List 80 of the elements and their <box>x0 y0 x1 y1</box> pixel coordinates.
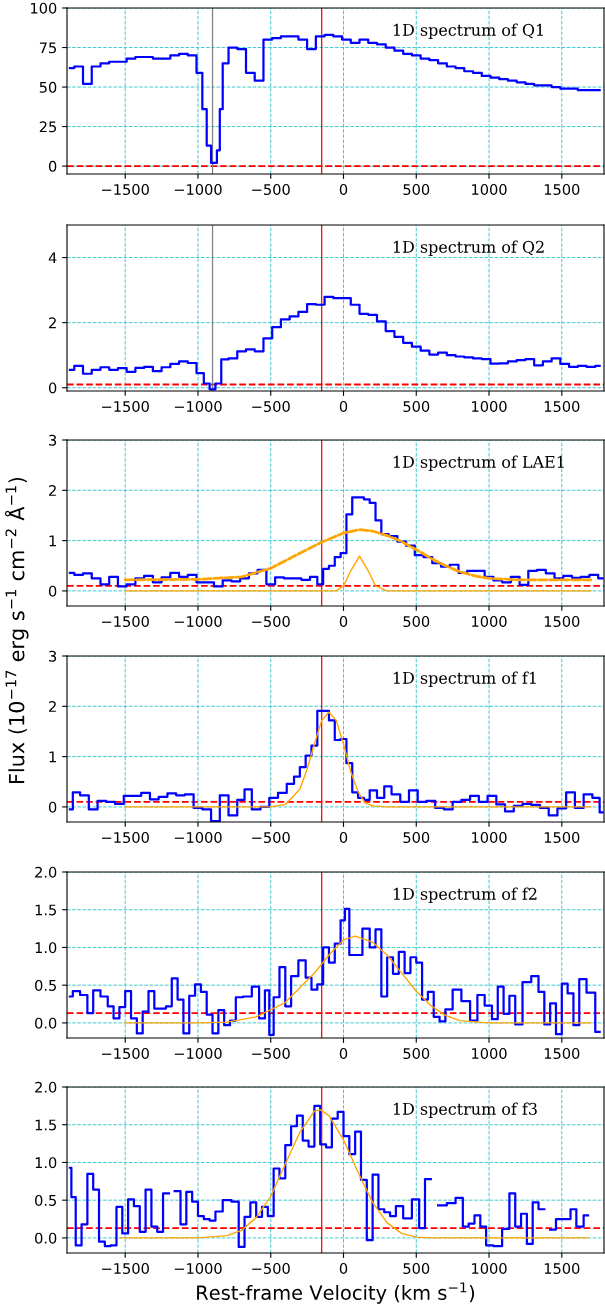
y-tick-label: 2 <box>49 317 56 329</box>
x-tick-label: −500 <box>252 1262 290 1275</box>
y-tick-label: 3 <box>49 650 57 662</box>
y-tick-label: 50 <box>39 81 57 93</box>
x-tick-label: −1000 <box>174 400 222 413</box>
x-tick-label: −1500 <box>102 183 149 196</box>
y-tick-label: 0 <box>48 382 57 394</box>
text: 1D spectrum of Q2 <box>393 240 544 256</box>
line-series <box>124 555 592 592</box>
y-tick-label: 1 <box>49 535 56 547</box>
x-tick-label: −500 <box>252 183 290 196</box>
y-tick-label: 0.5 <box>35 979 56 991</box>
y-tick-label: 1.0 <box>35 942 57 954</box>
x-tick-label: 500 <box>403 1262 430 1275</box>
text: Flux (10$^{−17}$ erg s$^{−1}$ cm$^{−2}$ Å$^{−1}$) <box>4 477 29 784</box>
x-tick-label: −500 <box>252 1047 290 1060</box>
x-tick-label: 1500 <box>544 183 580 196</box>
x-tick-label: −1500 <box>102 400 149 413</box>
x-tick-label: 1500 <box>544 831 580 844</box>
y-tick-label: 0 <box>48 801 57 813</box>
x-tick-label: 1000 <box>472 831 507 844</box>
x-tick-label: −1000 <box>174 1262 222 1275</box>
x-tick-label: 1500 <box>544 615 580 628</box>
x-tick-label: 500 <box>403 831 430 844</box>
x-tick-label: 0 <box>339 400 348 413</box>
x-tick-label: −1500 <box>102 615 149 628</box>
y-tick-label: 1.5 <box>35 904 56 916</box>
x-tick-label: 1000 <box>472 1262 507 1275</box>
x-tick-label: 1500 <box>544 1262 580 1275</box>
y-tick-label: 0.5 <box>35 1194 56 1206</box>
text: 1D spectrum of f1 <box>393 671 536 687</box>
x-axis-title: Rest-frame Velocity (km s$^{−1}$) <box>197 1282 475 1304</box>
x-tick-label: 1000 <box>472 1047 507 1060</box>
line-series <box>124 935 592 1024</box>
y-tick-label: 2 <box>49 485 56 496</box>
y-tick-label: 75 <box>39 42 56 54</box>
x-tick-label: −1500 <box>102 831 149 844</box>
y-tick-label: 25 <box>39 121 56 133</box>
text: 1D spectrum of LAE1 <box>393 455 564 471</box>
y-tick-label: 0 <box>48 585 57 597</box>
y-tick-label: 4 <box>48 252 57 264</box>
x-tick-label: 0 <box>339 1047 348 1060</box>
y-tick-label: 100 <box>31 2 57 14</box>
x-tick-label: −1000 <box>174 615 222 628</box>
x-tick-label: 1000 <box>472 400 507 413</box>
x-tick-label: −1000 <box>174 831 222 844</box>
x-tick-label: 500 <box>403 1047 430 1060</box>
text: 1D spectrum of Q1 <box>393 23 543 39</box>
line-series <box>123 528 593 582</box>
x-tick-label: 0 <box>339 615 348 628</box>
x-tick-label: −1000 <box>174 1047 222 1060</box>
text: 1D spectrum of f3 <box>393 1102 537 1118</box>
y-tick-label: 2 <box>49 701 56 712</box>
line-series <box>124 711 592 808</box>
x-tick-label: −1500 <box>102 1047 149 1060</box>
x-tick-label: −1500 <box>102 1262 149 1275</box>
y-tick-label: 1 <box>49 751 56 763</box>
y-tick-label: 3 <box>49 434 57 446</box>
x-tick-label: 500 <box>403 615 430 628</box>
y-tick-label: 0.0 <box>35 1017 57 1029</box>
text: 1D spectrum of f2 <box>393 887 537 903</box>
x-tick-label: 0 <box>339 1262 348 1275</box>
x-tick-label: 500 <box>403 400 430 413</box>
x-tick-label: 1000 <box>472 615 507 628</box>
x-tick-label: 0 <box>339 831 348 844</box>
y-tick-label: 2.0 <box>35 1081 57 1093</box>
y-tick-label: 0.0 <box>35 1232 57 1244</box>
y-tick-label: 2.0 <box>35 866 57 878</box>
x-tick-label: −500 <box>252 400 290 413</box>
x-tick-label: −1000 <box>174 183 222 196</box>
x-tick-label: −500 <box>252 831 290 844</box>
x-tick-label: 0 <box>339 183 348 196</box>
x-tick-label: −500 <box>252 615 290 628</box>
x-tick-label: 1500 <box>544 1047 580 1060</box>
y-tick-label: 1.0 <box>35 1157 57 1169</box>
x-tick-label: 1000 <box>472 183 507 196</box>
y-tick-label: 1.5 <box>35 1119 56 1131</box>
y-tick-label: 0 <box>48 160 57 172</box>
x-tick-label: 500 <box>403 183 430 196</box>
x-tick-label: 1500 <box>544 400 580 413</box>
